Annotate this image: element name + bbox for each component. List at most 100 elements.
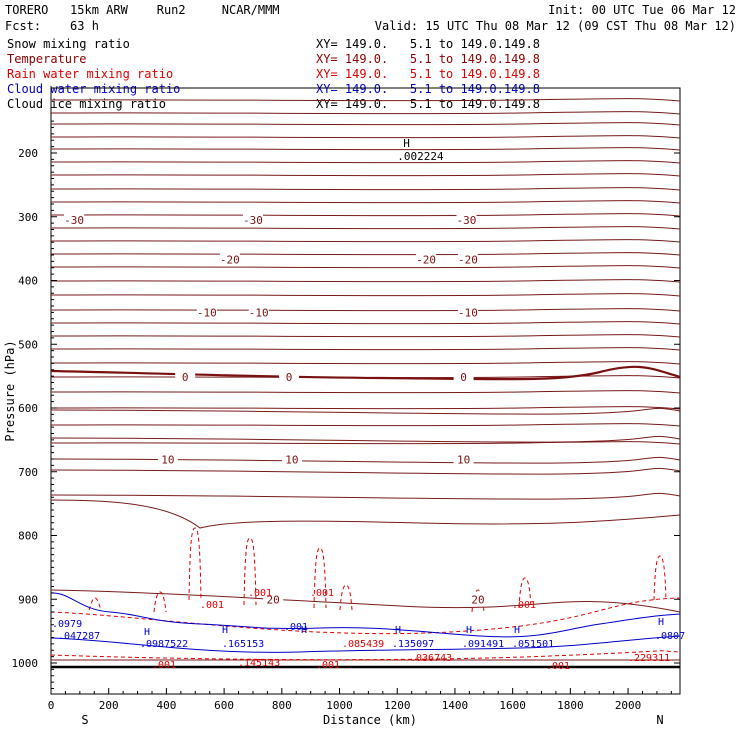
model-title: TORERO 15km ARW Run2 NCAR/MMM: [5, 3, 280, 17]
legend-rain-label: Rain water mixing ratio: [7, 67, 174, 81]
isotherm-line: [50, 492, 681, 500]
rain-water-label: .001: [152, 660, 176, 671]
cloud-water-label: .0807: [655, 631, 685, 642]
rain-water-label: .036743: [410, 653, 452, 664]
legend-cloudwater-label: Cloud water mixing ratio: [7, 82, 181, 96]
isotherm-label: 20: [267, 593, 280, 606]
y-tick-label: 400: [18, 275, 38, 288]
isotherm-label-bg: [457, 252, 478, 266]
cloud-water-label: .0987522: [140, 639, 188, 650]
isotherm-label-bg: [242, 212, 263, 226]
cloud-water-label: H: [395, 625, 401, 636]
isotherm-line: [50, 308, 681, 312]
rain-water-label: .085439: [342, 639, 384, 650]
temperature-isotherms: [50, 98, 681, 661]
isotherm-line: [50, 334, 681, 338]
isotherm-line: [50, 423, 681, 427]
cloud-water-label: H: [222, 625, 228, 636]
isotherm-line: [50, 499, 681, 529]
isotherm-line: [50, 589, 681, 613]
x-tick-label: 1000: [326, 699, 353, 712]
isotherm-label-bg: [281, 452, 302, 466]
freezing-level-line: [50, 365, 681, 381]
isotherm-label: -10: [197, 306, 217, 319]
isotherm-line: [50, 265, 681, 269]
isotherm-line: [50, 435, 681, 443]
rain-contour: [88, 597, 102, 611]
forecast-hour: Fcst: 63 h: [5, 19, 99, 33]
valid-time: Valid: 15 UTC Thu 08 Mar 12 (09 CST Thu …: [374, 19, 736, 33]
isotherm-line: [50, 441, 681, 445]
right-endpoint-label: N: [656, 713, 663, 727]
x-tick-label: 1400: [442, 699, 469, 712]
cloud-water-label: .001: [284, 622, 308, 633]
isotherm-line: [50, 200, 681, 204]
rain-water-label: .001: [200, 600, 224, 611]
rain-contour: [243, 537, 257, 606]
isotherm-line: [50, 135, 681, 139]
x-axis-label: Distance (km): [323, 713, 417, 727]
isotherm-label: 0: [182, 371, 189, 384]
isotherm-line: [50, 173, 681, 177]
rain-contour: [518, 577, 532, 609]
isotherm-line: [50, 406, 681, 410]
x-tick-label: 1600: [499, 699, 526, 712]
legend-cloudwater-xy: XY= 149.0. 5.1 to 149.0.149.8: [316, 82, 540, 96]
rain-water-label: .001: [316, 660, 340, 671]
isotherm-line: [50, 321, 681, 325]
isotherm-line: [50, 111, 681, 115]
isotherm-label: 10: [285, 454, 298, 467]
y-tick-label: 500: [18, 338, 38, 351]
cloud-water-label: H: [514, 625, 520, 636]
isotherm-label-bg: [196, 305, 217, 319]
snow-max-symbol: H: [403, 137, 410, 150]
legend-snow-label: Snow mixing ratio: [7, 37, 130, 51]
rain-contour: [313, 547, 327, 609]
cloud-water-label: .047287: [58, 631, 100, 642]
isotherm-line: [50, 293, 681, 297]
isotherm-line: [50, 347, 681, 351]
rain-water-label: .001: [546, 661, 570, 672]
isotherm-line: [50, 226, 681, 230]
isotherm-line: [50, 122, 681, 126]
isotherm-label: -20: [458, 253, 478, 266]
cloud-water-label: H: [144, 627, 150, 638]
cloud-water-label: .165153: [222, 639, 264, 650]
cloud-water-contours: [50, 592, 681, 653]
rain-contour: [153, 591, 167, 613]
rain-water-label: .001: [512, 600, 536, 611]
legend-cloudice-label: Cloud ice mixing ratio: [7, 97, 166, 111]
isotherm-label-bg: [456, 212, 477, 226]
cloud-water-label: .091491: [462, 639, 504, 650]
y-tick-label: 1000: [12, 657, 39, 670]
isotherm-label-bg: [457, 305, 478, 319]
isotherm-label: -20: [220, 253, 240, 266]
y-tick-label: 700: [18, 466, 38, 479]
legend-temperature-label: Temperature: [7, 52, 87, 66]
isotherm-label: -30: [243, 214, 263, 227]
cloud-water-contour: [50, 592, 681, 638]
isotherm-label: -20: [416, 253, 436, 266]
rain-water-label: .229311: [628, 653, 670, 664]
isotherm-label-bg: [263, 592, 284, 606]
cloud-water-contour: [50, 635, 681, 653]
rain-contour: [653, 555, 667, 601]
isotherm-line: [50, 456, 681, 464]
isotherm-line: [50, 252, 681, 256]
legend-temperature-xy: XY= 149.0. 5.1 to 149.0.149.8: [316, 52, 540, 66]
x-tick-label: 800: [272, 699, 292, 712]
x-tick-label: 200: [99, 699, 119, 712]
y-tick-label: 300: [18, 211, 38, 224]
rain-contour: [339, 584, 353, 611]
isotherm-line: [50, 160, 681, 164]
x-tick-label: 0: [48, 699, 55, 712]
y-tick-label: 800: [18, 530, 38, 543]
rain-water-label: .001: [310, 588, 334, 599]
isotherm-line: [50, 147, 681, 151]
rain-contour: [188, 527, 202, 601]
isotherm-label-bg: [279, 369, 300, 383]
isotherm-line: [50, 98, 681, 102]
cloud-water-label: .135097: [392, 639, 434, 650]
